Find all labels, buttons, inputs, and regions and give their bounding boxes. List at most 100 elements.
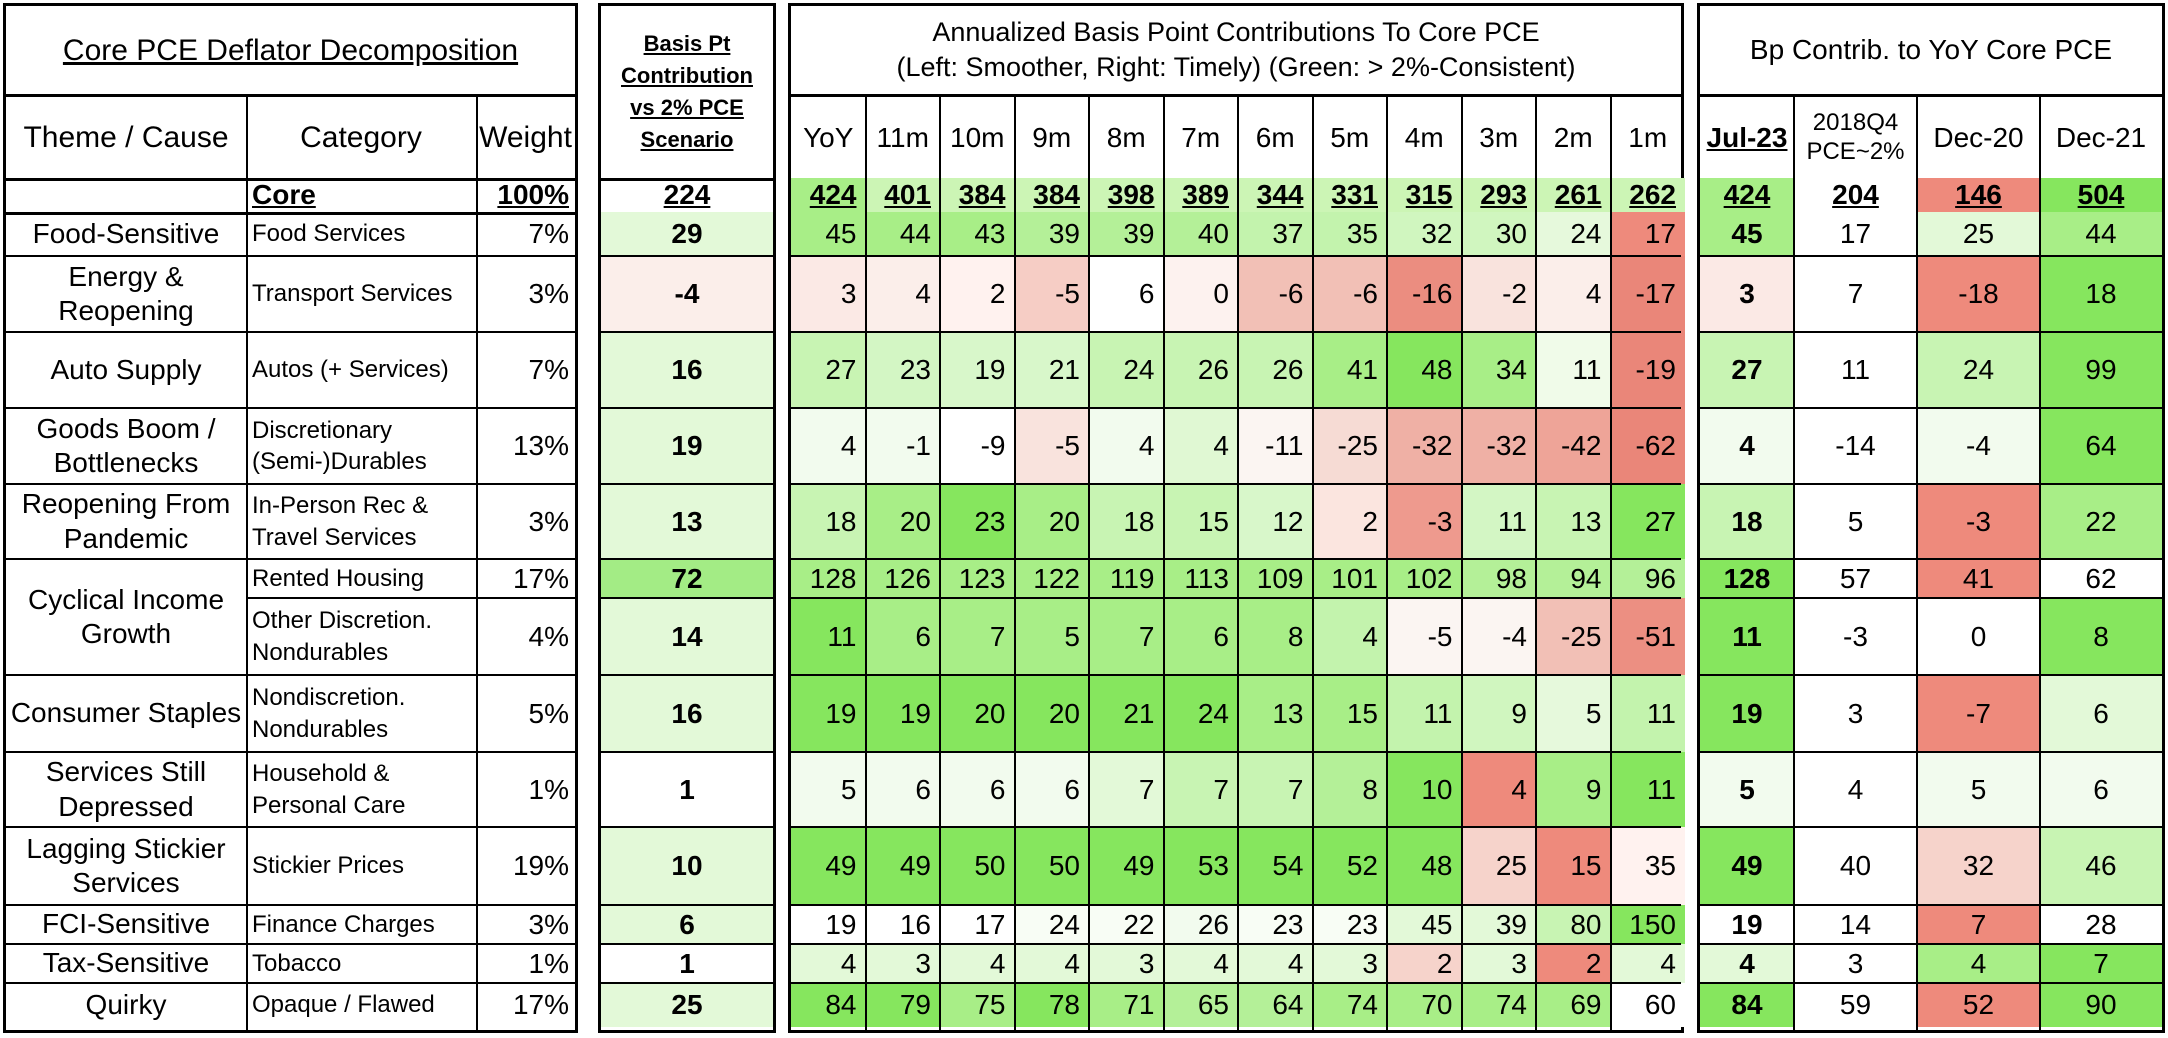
contribution-value: 20 [940, 675, 1015, 752]
contribution-value: 32 [1387, 212, 1462, 256]
contribution-value: 123 [940, 559, 1015, 598]
contribution-value: 15 [1312, 675, 1387, 752]
contribution-value: 35 [1312, 212, 1387, 256]
contribution-value: 3 [1089, 944, 1164, 983]
contribution-value: 64 [1238, 983, 1313, 1027]
contribution-value: 126 [865, 559, 940, 598]
scenario-value: 13 [671, 505, 703, 537]
divider [1535, 97, 1537, 1030]
contribution-value: 70 [1387, 983, 1462, 1027]
divider [1700, 674, 2162, 676]
contribution-value: 27 [791, 332, 866, 408]
yoy-value: 5 [1700, 752, 1794, 827]
contribution-value: -32 [1461, 408, 1536, 484]
contribution-value: 23 [1238, 905, 1313, 944]
core-value: 293 [1461, 178, 1536, 212]
yoy-title: Bp Contrib. to YoY Core PCE [1749, 33, 2113, 65]
divider [6, 943, 575, 945]
contribution-value: 49 [1089, 827, 1164, 905]
weight-value: 3% [528, 908, 569, 940]
annualized-panel: Annualized Basis Point Contributions To … [788, 3, 1685, 1033]
yoy-value: 46 [2040, 827, 2162, 905]
yoy-value: 18 [2040, 256, 2162, 332]
contribution-value: 7 [1238, 752, 1313, 827]
contribution-value: 109 [1238, 559, 1313, 598]
yoy-value: 3 [1794, 944, 1917, 983]
divider [1700, 483, 2162, 485]
yoy-value: 27 [1700, 332, 1794, 408]
contribution-value: 69 [1536, 983, 1611, 1027]
divider [476, 97, 478, 1030]
divider [791, 255, 1681, 257]
yoy-date-header: Jul-23 [1706, 121, 1788, 153]
divider [1700, 943, 2162, 945]
yoy-value: -7 [1917, 675, 2040, 752]
category-label: Discretionary (Semi-)Durables [252, 416, 427, 475]
contribution-value: 44 [865, 212, 940, 256]
divider [601, 751, 773, 753]
divider [6, 826, 575, 828]
period-header: YoY [803, 121, 854, 153]
category-row: Finance Charges 3% [6, 905, 575, 944]
yoy-value: 5 [1917, 752, 2040, 827]
contribution-value: 26 [1163, 332, 1238, 408]
core-row: Core 100% [6, 178, 575, 215]
divider [601, 483, 773, 485]
contribution-value: 101 [1312, 559, 1387, 598]
divider [791, 904, 1681, 906]
yoy-value: 22 [2040, 484, 2162, 559]
weight-value: 5% [528, 697, 569, 729]
contribution-value: 8 [1238, 598, 1313, 675]
contribution-value: 12 [1238, 484, 1313, 559]
category-row: Discretionary (Semi-)Durables 13% [6, 408, 575, 484]
contribution-value: 24 [1536, 212, 1611, 256]
contribution-value: 19 [791, 675, 866, 752]
divider [601, 558, 773, 560]
contribution-value: 4 [1163, 408, 1238, 484]
core-value: 401 [865, 178, 940, 212]
core-value: 344 [1238, 178, 1313, 212]
contribution-value: 6 [940, 752, 1015, 827]
category-row: Household & Personal Care 1% [6, 752, 575, 827]
contribution-value: -2 [1461, 256, 1536, 332]
scenario-title: Basis Pt Contribution vs 2% PCE Scenario [621, 31, 753, 152]
yoy-column-headers: Jul-23 2018Q4 PCE~2% Dec-20 Dec-21 [1700, 97, 2162, 181]
category-row: Rented Housing 17% [6, 559, 575, 598]
divider [1013, 97, 1016, 1030]
yoy-value: 49 [1700, 827, 1794, 905]
scenario-row: 1 [601, 944, 773, 983]
contribution-value: -32 [1387, 408, 1462, 484]
period-header: 9m [1032, 121, 1072, 153]
period-header: 4m [1404, 121, 1444, 153]
weight-value: 1% [528, 947, 569, 979]
theme-label: Services Still Depressed [45, 756, 207, 822]
contribution-value: 3 [1312, 944, 1387, 983]
contribution-value: 5 [1536, 675, 1611, 752]
scenario-row: -4 [601, 256, 773, 332]
core-value: 262 [1610, 178, 1685, 212]
divider [601, 982, 773, 984]
contribution-value: 96 [1610, 559, 1685, 598]
yoy-value: -14 [1794, 408, 1917, 484]
theme-label: Energy & Reopening [58, 260, 194, 326]
yoy-row: 128 57 41 62 [1700, 559, 2162, 598]
yoy-value: 57 [1794, 559, 1917, 598]
period-header: 8m [1106, 121, 1146, 153]
contribution-value: 2 [940, 256, 1015, 332]
contribution-value: 119 [1089, 559, 1164, 598]
contribution-value: 20 [1014, 675, 1089, 752]
yoy-value: 99 [2040, 332, 2162, 408]
contribution-value: 13 [1238, 675, 1313, 752]
theme-label: Food-Sensitive [32, 217, 220, 249]
contribution-value: 27 [1610, 484, 1685, 559]
theme-label: FCI-Sensitive [41, 908, 211, 940]
contribution-value: 78 [1014, 983, 1089, 1027]
yoy-row: 45 17 25 44 [1700, 212, 2162, 256]
divider [6, 982, 575, 984]
divider [1088, 97, 1090, 1030]
contribution-row: 49 49 50 50 49 53 54 52 48 25 15 35 [791, 827, 1685, 905]
yoy-row: 18 5 -3 22 [1700, 484, 2162, 559]
core-yoy-value: 424 [1700, 178, 1794, 212]
yoy-value: 3 [1794, 675, 1917, 752]
theme-label: Lagging Stickier Services [26, 832, 226, 898]
